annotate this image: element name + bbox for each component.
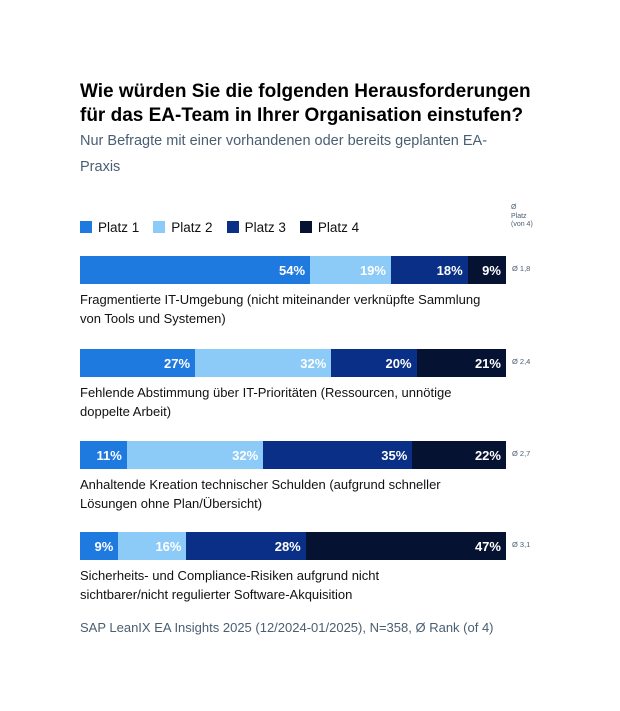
category-label: Sicherheits- und Compliance-Risiken aufg… — [80, 566, 520, 604]
avg-rank-header-line: Platz — [511, 212, 527, 220]
stacked-bar: 9% 16% 28% 47% Ø 3,1 — [80, 532, 530, 560]
bar-segment-platz-1: 9% — [80, 532, 119, 560]
chart-row: 9% 16% 28% 47% Ø 3,1 Sicherheits- und Complia… — [80, 532, 540, 604]
bar-segment-platz-4: 9% — [467, 256, 506, 284]
category-label-line: Sicherheits- und Compliance-Risiken aufg… — [80, 568, 380, 583]
bar-segment-platz-1: 11% — [80, 441, 127, 469]
bar-segment-platz-4: 47% — [305, 532, 506, 560]
legend-label: Platz 4 — [317, 219, 360, 235]
category-label-line: von Tools und Systemen) — [80, 311, 226, 326]
bar-segment-platz-2: 16% — [118, 532, 187, 560]
source-footer: SAP LeanIX EA Insights 2025 (12/2024-01/… — [80, 620, 494, 635]
avg-rank-value: Ø 2,7 — [512, 449, 531, 458]
category-label: Fehlende Abstimmung über IT-Prioritäten … — [80, 383, 520, 421]
legend-item: Platz 4 — [299, 219, 360, 235]
category-label-line: Anhaltende Kreation technischer Schulden… — [80, 477, 441, 492]
legend-swatch — [299, 221, 312, 233]
category-label: Anhaltende Kreation technischer Schulden… — [80, 475, 520, 513]
stacked-bar: 54% 19% 18% 9% Ø 1,8 — [80, 256, 530, 284]
legend-item: Platz 1 — [80, 220, 139, 235]
legend-label: Platz 1 — [98, 219, 140, 235]
legend-swatch — [226, 221, 239, 233]
avg-rank-header-line: Ø — [511, 204, 517, 211]
bar-segment-platz-4: 22% — [412, 441, 506, 469]
bar-segment-platz-4: 21% — [416, 349, 506, 377]
avg-rank-header-line: (von 4) — [511, 221, 533, 228]
chart-row: 27% 32% 20% 21% Ø 2,4 Fehlende Abstimmung übe… — [80, 349, 540, 421]
chart-title: Wie würden Sie die folgenden Herausforde… — [80, 81, 531, 126]
stacked-bar: 27% 32% 20% 21% Ø 2,4 — [80, 349, 530, 377]
avg-rank-value: Ø 1,8 — [512, 264, 531, 273]
category-label-line: doppelte Arbeit) — [80, 404, 172, 419]
chart-subtitle: Nur Befragte mit einer vorhandenen oder … — [80, 133, 488, 175]
bar-segment-platz-2: 32% — [195, 349, 332, 377]
category-label-line: Fehlende Abstimmung über IT-Prioritäten … — [80, 385, 452, 400]
legend: Platz 1 Platz 2 Platz 3 Platz 4 — [80, 219, 373, 235]
bar-segment-platz-3: 28% — [186, 532, 306, 560]
bar-segment-platz-3: 35% — [263, 441, 413, 469]
legend-swatch — [153, 221, 166, 233]
category-label-line: Lösungen ohne Plan/Übersicht) — [80, 496, 263, 511]
category-label-line: Fragmentierte IT-Umgebung (nicht miteina… — [80, 292, 481, 307]
avg-rank-header: Ø Platz (von 4) — [511, 204, 533, 230]
legend-item: Platz 3 — [226, 219, 286, 235]
bar-segment-platz-1: 27% — [80, 349, 196, 377]
category-label: Fragmentierte IT-Umgebung (nicht miteina… — [80, 290, 520, 328]
category-label-line: sichtbarer/nicht regulierter Software-Ak… — [80, 587, 353, 602]
chart-row: 11% 32% 35% 22% Ø 2,7 Anhaltende Kreation tec… — [80, 441, 540, 513]
stacked-bar: 11% 32% 35% 22% Ø 2,7 — [80, 441, 530, 469]
bar-segment-platz-1: 54% — [80, 256, 311, 284]
legend-swatch — [80, 221, 92, 233]
bar-segment-platz-3: 20% — [331, 349, 417, 377]
avg-rank-value: Ø 2,4 — [512, 357, 531, 366]
bar-segment-platz-3: 18% — [390, 256, 468, 284]
legend-item: Platz 2 — [153, 219, 213, 235]
avg-rank-value: Ø 3,1 — [512, 540, 531, 549]
bar-segment-platz-2: 32% — [126, 441, 264, 469]
chart-row: 54% 19% 18% 9% Ø 1,8 Fragmentierte IT-Umgebun… — [80, 256, 540, 328]
bar-segment-platz-2: 19% — [310, 256, 391, 284]
legend-label: Platz 2 — [171, 219, 213, 235]
legend-label: Platz 3 — [244, 219, 286, 235]
